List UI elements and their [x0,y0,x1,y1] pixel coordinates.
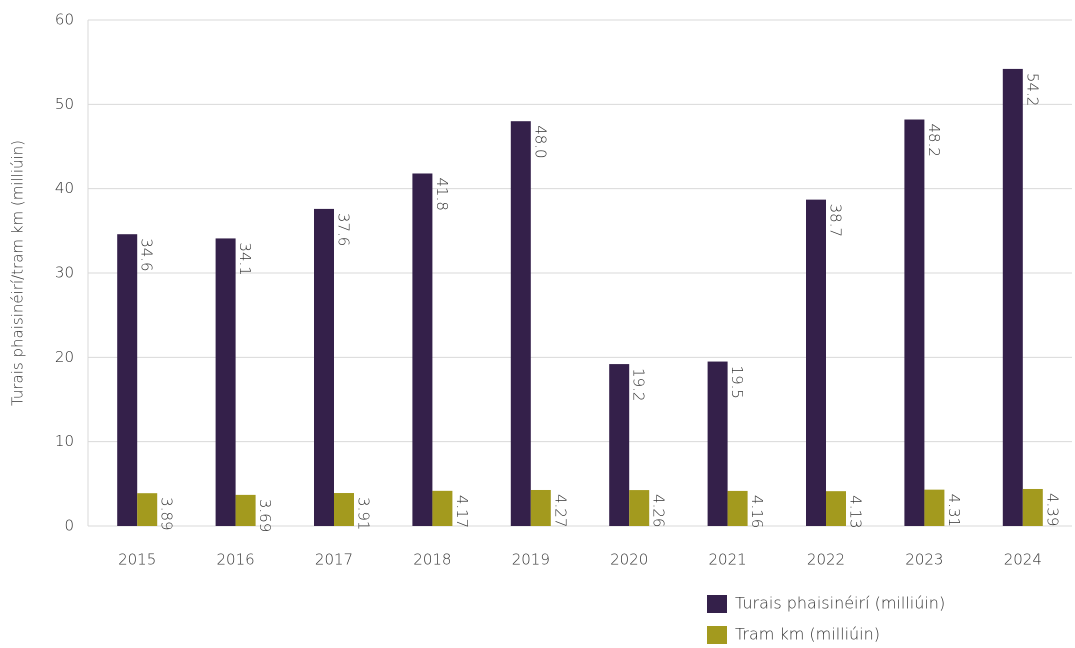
x-tick-label: 2017 [315,551,353,569]
x-tick-label: 2015 [118,551,156,569]
y-tick-label: 0 [64,517,74,535]
x-tick-label: 2024 [1004,551,1042,569]
data-label: 4.13 [847,495,865,528]
data-label: 19.2 [630,368,648,401]
data-label: 38.7 [827,204,845,237]
data-label: 4.39 [1043,493,1061,526]
bar [137,493,158,526]
data-label: 48.2 [925,124,943,157]
bar [432,490,453,526]
bar [727,490,748,526]
bar [530,489,551,526]
bar [1002,68,1023,526]
data-label: 34.6 [138,238,156,271]
bar [510,121,531,526]
bar [1022,488,1043,526]
bar [826,491,846,526]
bar [806,199,826,526]
y-tick-label: 10 [55,432,74,450]
bar [314,208,334,526]
legend-label: Tram km (milliúin) [735,625,880,644]
y-tick-label: 20 [55,348,74,366]
y-axis-label: Turais phaisinéirí/tram km (milliúin) [9,140,27,406]
data-label: 3.91 [355,497,373,530]
y-tick-label: 50 [55,95,74,113]
data-label: 4.27 [551,494,569,527]
x-tick-label: 2019 [512,551,550,569]
data-label: 41.8 [433,177,451,210]
bar [215,238,236,526]
y-tick-label: 40 [55,179,74,197]
bar [629,490,650,526]
data-label: 54.2 [1023,73,1041,106]
bar [117,234,138,526]
legend-swatch [707,626,727,644]
data-label: 3.89 [158,497,176,530]
legend-label: Turais phaisinéirí (milliúin) [735,594,945,613]
data-label: 34.1 [236,242,254,275]
bar [904,119,925,526]
data-label: 4.16 [748,495,766,528]
data-label: 4.26 [650,494,668,527]
bar [707,361,728,526]
bar [609,364,630,526]
bar [235,494,256,526]
x-tick-label: 2022 [807,551,845,569]
data-label: 3.69 [256,499,274,532]
x-tick-label: 2021 [709,551,747,569]
bar [412,173,433,526]
data-label: 37.6 [335,213,353,246]
data-label: 4.31 [945,494,963,527]
legend-swatch [707,595,727,613]
data-label: 4.17 [453,495,471,528]
x-tick-label: 2018 [413,551,451,569]
bar [924,489,945,526]
x-tick-label: 2020 [610,551,648,569]
data-label: 48.0 [531,125,549,158]
y-tick-label: 30 [55,264,74,282]
y-tick-label: 60 [55,11,74,29]
bar [334,493,354,526]
data-label: 19.5 [728,366,746,399]
x-tick-label: 2023 [905,551,943,569]
x-tick-label: 2016 [217,551,255,569]
